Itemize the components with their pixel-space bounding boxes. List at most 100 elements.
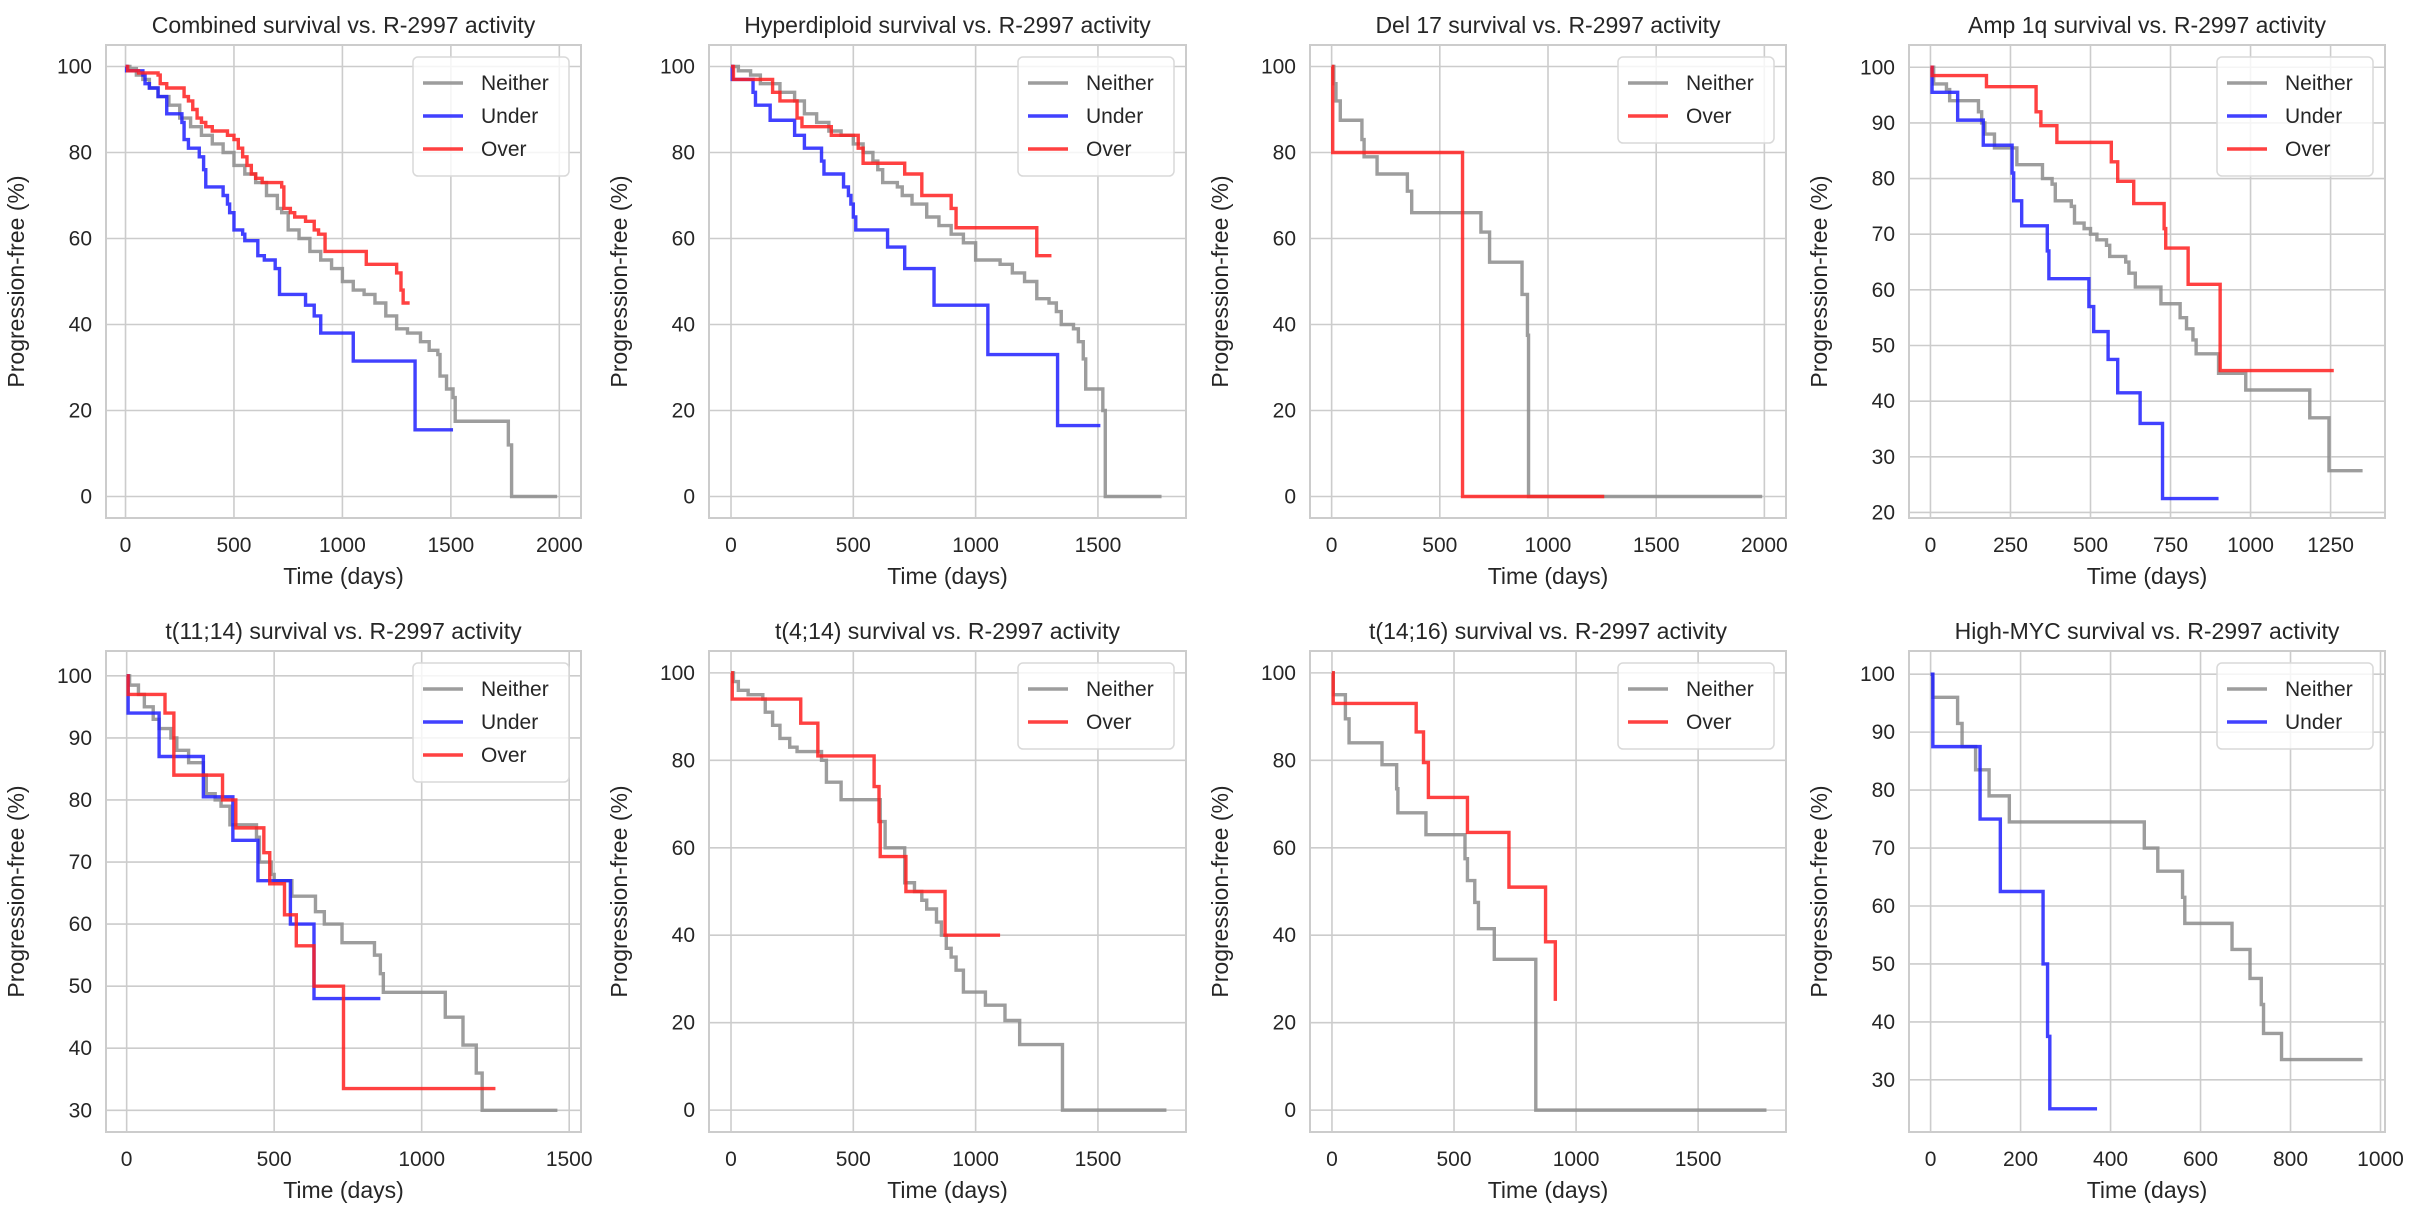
legend-label: Over <box>1086 138 1132 161</box>
x-tick-label: 500 <box>836 1148 871 1171</box>
x-tick-label: 500 <box>1422 534 1457 557</box>
x-tick-label: 1500 <box>1633 534 1680 557</box>
x-tick-label: 1500 <box>1075 534 1122 557</box>
series-line-over <box>125 64 410 305</box>
chart-title: t(14;16) survival vs. R-2997 activity <box>1369 618 1727 644</box>
x-axis-label: Time (days) <box>1488 563 1609 589</box>
y-tick-label: 80 <box>1273 749 1296 772</box>
legend-label: Under <box>2285 105 2342 128</box>
y-tick-label: 100 <box>1261 56 1296 79</box>
x-tick-label: 1000 <box>1525 534 1572 557</box>
legend-label: Neither <box>1686 678 1754 701</box>
y-tick-label: 50 <box>69 975 92 998</box>
x-tick-label: 1000 <box>2357 1148 2404 1171</box>
x-tick-label: 1000 <box>1553 1148 1600 1171</box>
x-tick-label: 0 <box>725 1148 737 1171</box>
x-tick-label: 1000 <box>319 534 366 557</box>
axes-frame <box>708 650 1187 1133</box>
x-axis-label: Time (days) <box>2087 1177 2208 1203</box>
y-tick-label: 30 <box>1872 446 1895 469</box>
y-axis-label: Progression-free (%) <box>3 785 29 997</box>
y-tick-label: 20 <box>1273 1012 1296 1035</box>
x-tick-label: 600 <box>2183 1148 2218 1171</box>
x-tick-label: 500 <box>2073 534 2108 557</box>
chart-title: Amp 1q survival vs. R-2997 activity <box>1968 12 2326 38</box>
series-line-over <box>1331 671 1558 1001</box>
y-tick-label: 40 <box>1273 924 1296 947</box>
legend <box>412 662 570 783</box>
axes-frame <box>105 650 582 1133</box>
legend <box>1617 56 1775 144</box>
x-axis-label: Time (days) <box>887 1177 1008 1203</box>
series-line-over <box>126 674 496 1091</box>
chart-title: Hyperdiploid survival vs. R-2997 activit… <box>744 12 1151 38</box>
y-tick-label: 60 <box>672 837 695 860</box>
x-tick-label: 1500 <box>1075 1148 1122 1171</box>
legend-label: Over <box>1686 711 1732 734</box>
series-line-neither <box>125 64 558 499</box>
y-tick-label: 0 <box>1284 1099 1296 1122</box>
y-tick-label: 80 <box>1872 779 1895 802</box>
series-line-over <box>731 64 1052 258</box>
y-tick-label: 30 <box>69 1099 92 1122</box>
series-line-under <box>730 64 1101 428</box>
y-tick-label: 0 <box>1284 486 1296 509</box>
y-tick-label: 40 <box>1872 1011 1895 1034</box>
y-tick-label: 20 <box>672 1012 695 1035</box>
x-tick-label: 0 <box>1925 534 1937 557</box>
y-tick-label: 40 <box>1273 314 1296 337</box>
y-tick-label: 80 <box>69 789 92 812</box>
y-tick-label: 20 <box>1872 501 1895 524</box>
x-tick-label: 800 <box>2273 1148 2308 1171</box>
series-line-under <box>124 64 454 432</box>
y-tick-label: 90 <box>1872 721 1895 744</box>
legend-label: Under <box>481 105 538 128</box>
y-tick-label: 60 <box>1273 837 1296 860</box>
x-tick-label: 750 <box>2153 534 2188 557</box>
x-tick-label: 1500 <box>1675 1148 1722 1171</box>
y-tick-label: 70 <box>1872 837 1895 860</box>
series-line-under <box>126 674 381 1001</box>
y-tick-label: 80 <box>672 749 695 772</box>
x-tick-label: 0 <box>121 1148 133 1171</box>
legend-label: Neither <box>481 678 549 701</box>
legend-label: Over <box>1686 105 1732 128</box>
y-tick-label: 40 <box>1872 390 1895 413</box>
chart-title: t(4;14) survival vs. R-2997 activity <box>775 618 1121 644</box>
y-axis-label: Progression-free (%) <box>3 175 29 387</box>
y-tick-label: 80 <box>672 142 695 165</box>
x-axis-label: Time (days) <box>1488 1177 1609 1203</box>
legend-label: Over <box>481 744 527 767</box>
legend <box>1617 662 1775 750</box>
chart-title: High-MYC survival vs. R-2997 activity <box>1955 618 2340 644</box>
chart-title: t(11;14) survival vs. R-2997 activity <box>165 618 522 644</box>
x-tick-label: 1000 <box>952 534 999 557</box>
y-axis-label: Progression-free (%) <box>1207 175 1233 387</box>
y-tick-label: 20 <box>672 400 695 423</box>
y-tick-label: 0 <box>683 1099 695 1122</box>
legend-label: Neither <box>2285 678 2353 701</box>
x-tick-label: 0 <box>725 534 737 557</box>
y-tick-label: 100 <box>1860 56 1895 79</box>
series-line-under <box>1930 672 2098 1111</box>
series-line-over <box>730 671 1001 937</box>
x-tick-label: 2000 <box>1741 534 1788 557</box>
y-tick-label: 60 <box>1273 228 1296 251</box>
legend-label: Over <box>2285 138 2331 161</box>
y-tick-label: 40 <box>69 1037 92 1060</box>
chart-title: Del 17 survival vs. R-2997 activity <box>1375 12 1721 38</box>
x-tick-label: 0 <box>1326 534 1338 557</box>
axes-frame <box>708 44 1187 519</box>
x-tick-label: 500 <box>216 534 251 557</box>
legend-label: Neither <box>1086 678 1154 701</box>
x-axis-label: Time (days) <box>283 563 404 589</box>
x-tick-label: 0 <box>120 534 132 557</box>
y-tick-label: 40 <box>69 314 92 337</box>
y-tick-label: 100 <box>57 665 92 688</box>
legend-label: Over <box>1086 711 1132 734</box>
x-tick-label: 500 <box>1436 1148 1471 1171</box>
legend-label: Under <box>2285 711 2342 734</box>
